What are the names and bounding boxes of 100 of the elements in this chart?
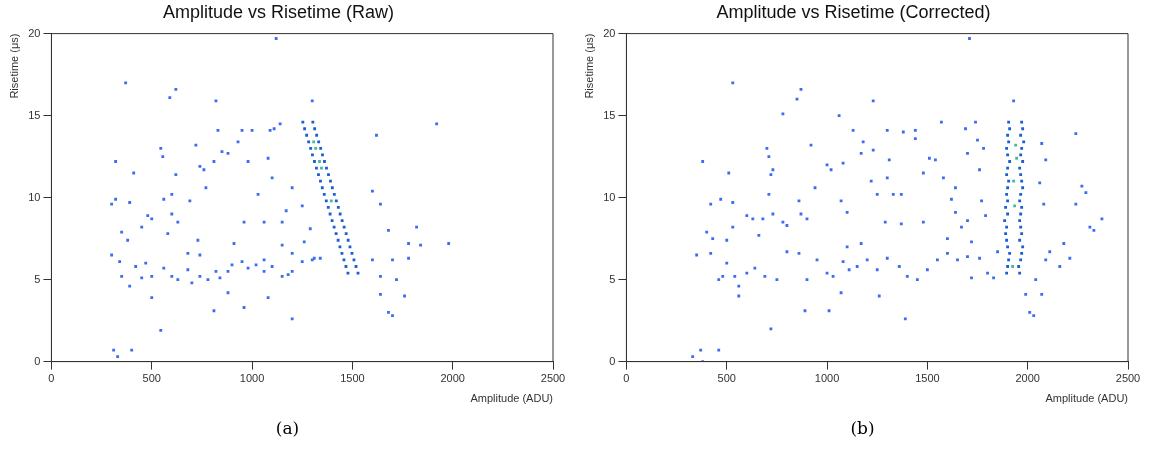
x-tick-label: 2000 [440, 372, 465, 385]
point [1017, 265, 1021, 268]
point [1020, 179, 1024, 183]
point [1005, 225, 1009, 229]
point [314, 146, 318, 150]
chart-title: Amplitude vs Risetime (Raw) [162, 1, 395, 22]
point [1007, 120, 1011, 124]
point [1007, 140, 1011, 144]
point [1013, 204, 1017, 208]
point [1019, 192, 1023, 196]
x-tick-label: 0 [623, 372, 630, 385]
point [334, 232, 338, 236]
point [1004, 206, 1008, 209]
y-tick-label: 20 [603, 26, 616, 39]
point [1018, 219, 1022, 222]
point [315, 133, 319, 137]
point [1006, 186, 1010, 190]
point [1005, 173, 1009, 177]
point [1006, 199, 1010, 203]
point [329, 199, 333, 203]
point [1004, 232, 1008, 236]
y-tick-label: 10 [28, 190, 41, 203]
point [336, 238, 340, 242]
point [1015, 156, 1019, 160]
y-tick-label: 0 [34, 354, 41, 367]
point [317, 173, 320, 177]
point [340, 219, 344, 222]
point [1005, 238, 1009, 242]
x-tick-label: 2500 [540, 372, 566, 385]
chart-title: Amplitude vs Risetime (Corrected) [716, 1, 991, 22]
point [336, 206, 340, 209]
point [1005, 192, 1009, 196]
point [1018, 199, 1022, 203]
point [342, 225, 346, 229]
point [346, 238, 350, 242]
y-axis-title: Risetime (μs) [582, 33, 595, 99]
point [334, 199, 338, 203]
x-tick-label: 1000 [814, 372, 840, 385]
point [1020, 120, 1024, 124]
point [326, 206, 330, 209]
point [1007, 179, 1011, 183]
text: (b) [849, 418, 876, 438]
point [1019, 173, 1023, 177]
y-tick-label: 15 [28, 108, 41, 121]
point [1021, 245, 1025, 249]
point [1022, 140, 1026, 144]
point [1020, 146, 1024, 150]
point [309, 146, 313, 150]
point [327, 173, 330, 177]
point [1006, 245, 1010, 249]
x-axis-title: Amplitude (ADU) [470, 392, 553, 405]
point [1018, 238, 1022, 242]
x-tick-label: 2000 [1015, 372, 1040, 385]
x-axis-title: Amplitude (ADU) [1045, 392, 1128, 405]
y-tick-label: 0 [609, 354, 616, 367]
point [1005, 146, 1009, 150]
point [1021, 186, 1025, 190]
point [319, 146, 323, 150]
point [313, 127, 317, 131]
point [1012, 179, 1016, 183]
point [332, 192, 336, 196]
point [1021, 160, 1025, 163]
point [1003, 219, 1007, 222]
point [329, 179, 332, 183]
y-tick-label: 5 [609, 272, 616, 285]
point [332, 225, 336, 229]
point [1020, 206, 1024, 209]
y-tick-label: 20 [28, 26, 41, 39]
point [317, 140, 321, 144]
point [305, 133, 309, 137]
x-tick-label: 1000 [239, 372, 265, 385]
point [313, 160, 316, 163]
point [1008, 160, 1012, 163]
point [320, 186, 324, 190]
x-tick-label: 2500 [1115, 372, 1141, 385]
point [330, 219, 334, 222]
point [1006, 133, 1010, 137]
y-tick-label: 5 [34, 272, 41, 285]
point [1020, 251, 1024, 255]
point [330, 186, 334, 190]
x-tick-label: 0 [48, 372, 55, 385]
point [344, 232, 348, 236]
point [324, 199, 328, 203]
point [311, 120, 315, 124]
point [1021, 127, 1025, 131]
point [318, 160, 321, 163]
point [1006, 265, 1010, 268]
text: (a) [274, 418, 301, 438]
point [1014, 143, 1018, 147]
point [307, 140, 311, 144]
point [1008, 251, 1012, 255]
point [1020, 232, 1024, 236]
point [322, 192, 326, 196]
point [1019, 133, 1023, 137]
point [1008, 127, 1012, 131]
y-tick-label: 15 [603, 108, 616, 121]
point [1019, 225, 1023, 229]
point [303, 127, 307, 131]
y-axis-title: Risetime (μs) [7, 33, 20, 99]
y-tick-label: 10 [603, 190, 616, 203]
